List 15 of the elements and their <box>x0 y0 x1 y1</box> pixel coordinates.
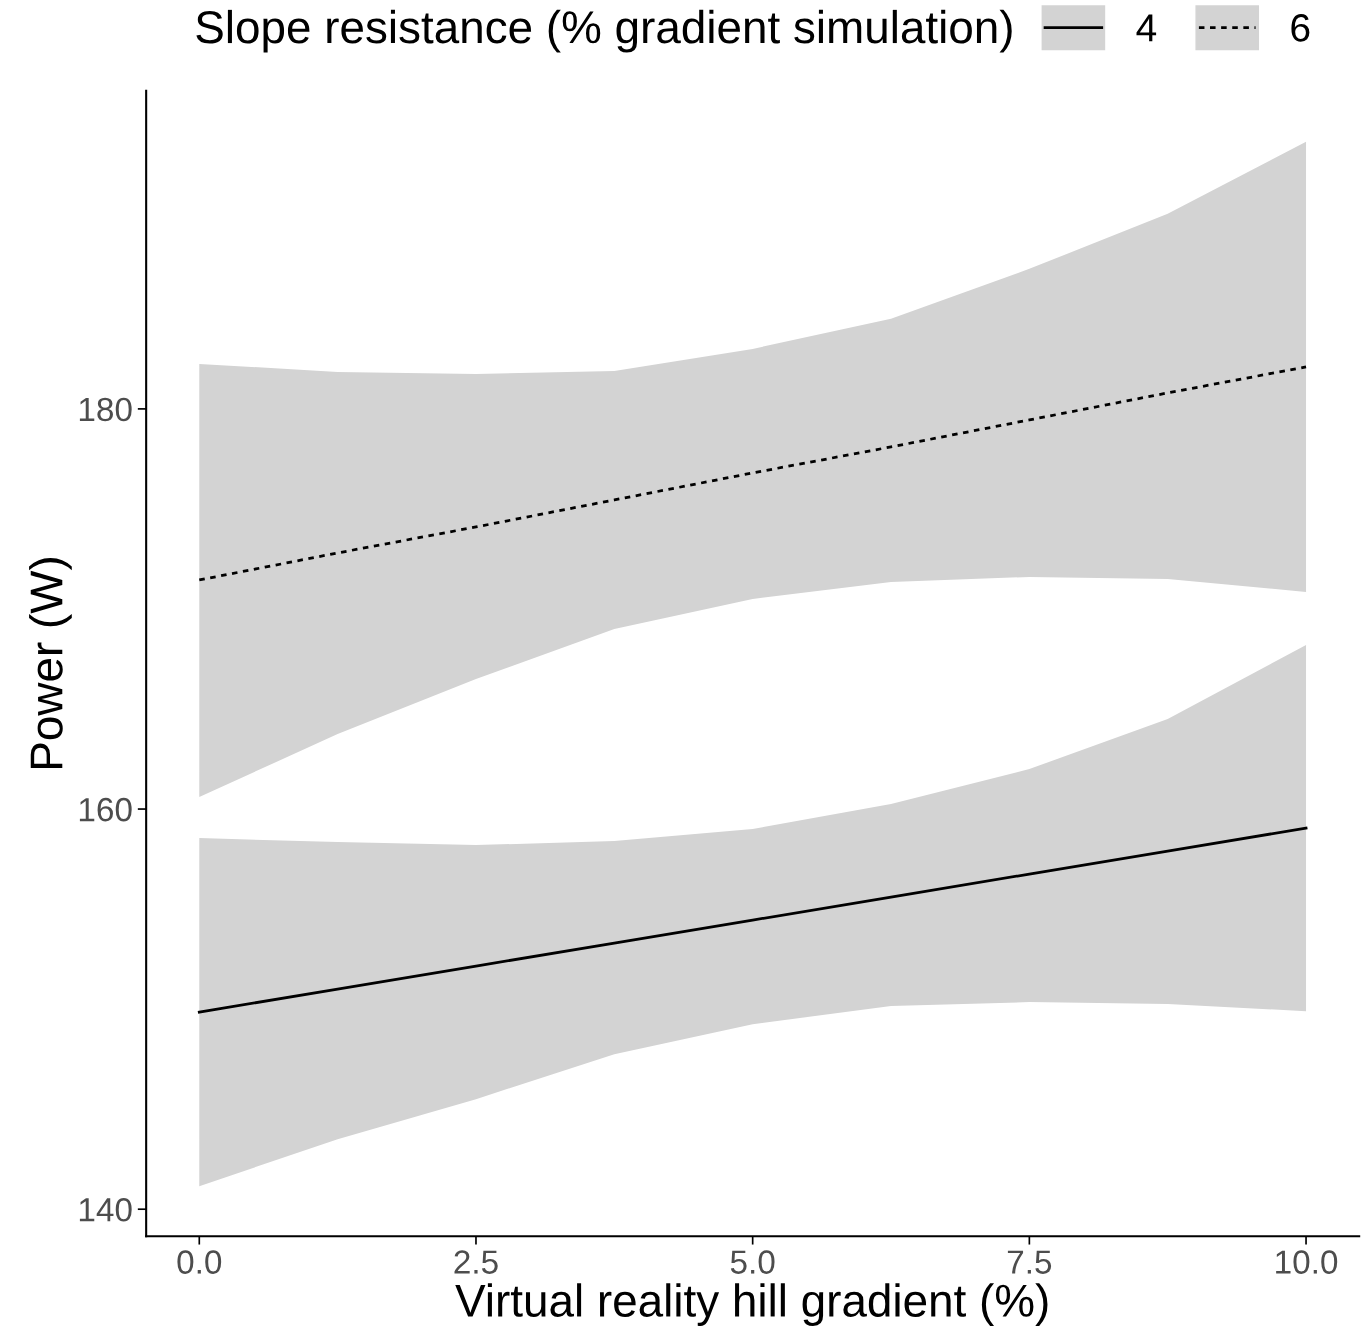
line-series <box>197 365 1308 582</box>
y-axis-title: Power (W) <box>29 558 72 768</box>
x-axis-title: Virtual reality hill gradient (%) <box>455 1283 1048 1326</box>
legend-title: Slope resistance (% gradient simulation) <box>196 9 1012 53</box>
x-tick-label: 5.0 <box>730 1250 775 1274</box>
legend-label: 4 <box>1136 14 1157 42</box>
y-tick-label: 140 <box>79 1198 132 1222</box>
y-tick-label: 180 <box>79 397 132 422</box>
x-tick-label: 2.5 <box>454 1250 498 1274</box>
legend-label: 6 <box>1291 14 1310 42</box>
x-tick-label: 7.5 <box>1007 1250 1052 1274</box>
x-tick-label: 10.0 <box>1276 1250 1338 1274</box>
line-series <box>197 826 1308 1014</box>
x-tick-label: 0.0 <box>177 1250 222 1274</box>
y-tick-label: 160 <box>79 797 132 822</box>
